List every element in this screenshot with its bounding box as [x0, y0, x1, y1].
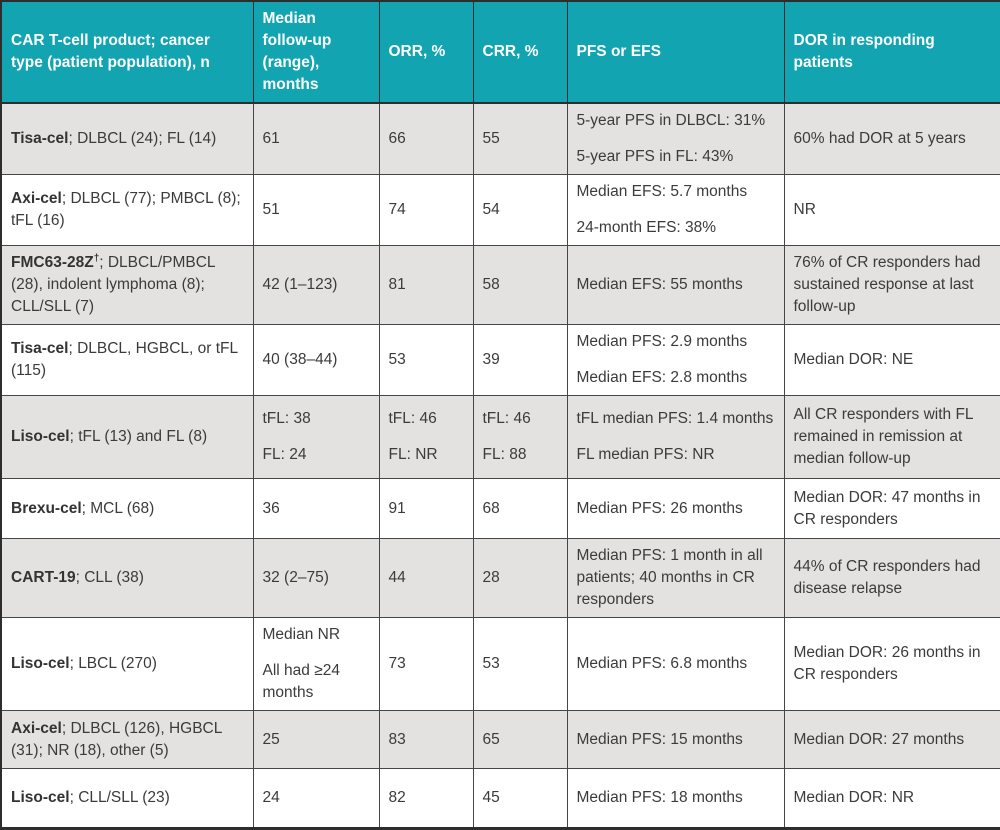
followup-cell: tFL: 38 FL: 24: [252, 395, 380, 479]
followup-cell: 36: [252, 478, 380, 539]
product-cell: Liso-cel; tFL (13) and FL (8): [0, 395, 254, 479]
crr-cell: 68: [472, 478, 568, 539]
orr-cell: tFL: 46 FL: NR: [378, 395, 474, 479]
column-header-product: CAR T-cell product; cancer type (patient…: [0, 0, 254, 104]
table-row: Liso-cel; LBCL (270) Median NR All had ≥24…: [0, 617, 1000, 711]
dor-cell: 76% of CR responders had sustained respo…: [783, 245, 1000, 325]
dor-cell: Median DOR: NR: [783, 768, 1000, 829]
product-cell: Brexu-cel; MCL (68): [0, 478, 254, 539]
crr-cell: 28: [472, 538, 568, 618]
product-name: Axi-cel: [11, 719, 62, 737]
crr-cell: 53: [472, 617, 568, 711]
crr-cell: 54: [472, 174, 568, 246]
column-header-followup: Median follow-up (range), months: [252, 0, 380, 104]
table-row: Tisa-cel; DLBCL, HGBCL, or tFL (115) 40 (…: [0, 324, 1000, 396]
followup-cell: 61: [252, 102, 380, 175]
product-name: Brexu-cel: [11, 499, 82, 517]
table-row: Liso-cel; CLL/SLL (23) 24 82 45 Median PFS: …: [0, 768, 1000, 829]
table-row: Liso-cel; tFL (13) and FL (8) tFL: 38 FL: …: [0, 395, 1000, 479]
table-header-row: CAR T-cell product; cancer type (patient…: [0, 0, 1000, 104]
table-row: Axi-cel; DLBCL (126), HGBCL (31); NR (18…: [0, 710, 1000, 769]
pfs-efs-cell: Median PFS: 26 months: [566, 478, 785, 539]
pfs-efs-cell: Median PFS: 18 months: [566, 768, 785, 829]
table-row: FMC63-28Z†; DLBCL/PMBCL (28), indolent l…: [0, 245, 1000, 325]
product-name: CART-19: [11, 569, 76, 586]
dor-cell: Median DOR: 47 months in CR responders: [783, 478, 1000, 539]
orr-cell: 83: [378, 710, 474, 769]
dor-cell: Median DOR: NE: [783, 324, 1000, 396]
product-cell: Axi-cel; DLBCL (77); PMBCL (8); tFL (16): [0, 174, 254, 246]
orr-cell: 82: [378, 768, 474, 829]
orr-cell: 73: [378, 617, 474, 711]
product-name: Liso-cel: [11, 789, 70, 806]
product-name: Liso-cel: [11, 428, 70, 445]
pfs-efs-cell: 5-year PFS in DLBCL: 31% 5-year PFS in FL…: [566, 102, 785, 175]
pfs-efs-cell: Median EFS: 5.7 months 24-month EFS: 38%: [566, 174, 785, 246]
table-row: CART-19; CLL (38) 32 (2–75) 44 28 Median PFS…: [0, 538, 1000, 618]
pfs-efs-cell: Median PFS: 15 months: [566, 710, 785, 769]
column-header-orr: ORR, %: [378, 0, 474, 104]
pfs-efs-cell: Median PFS: 2.9 months Median EFS: 2.8 mo…: [566, 324, 785, 396]
orr-cell: 44: [378, 538, 474, 618]
product-name: Axi-cel: [11, 190, 62, 207]
column-header-crr: CRR, %: [472, 0, 568, 104]
table-row: Brexu-cel; MCL (68) 36 91 68 Median PFS: 26 …: [0, 478, 1000, 539]
followup-cell: 32 (2–75): [252, 538, 380, 618]
orr-cell: 74: [378, 174, 474, 246]
pfs-efs-cell: Median PFS: 1 month in all patients; 40 …: [566, 538, 785, 618]
pfs-efs-cell: Median EFS: 55 months: [566, 245, 785, 325]
pfs-efs-cell: tFL median PFS: 1.4 months FL median PFS:…: [566, 395, 785, 479]
product-cell: Liso-cel; LBCL (270): [0, 617, 254, 711]
column-header-dor: DOR in responding patients: [783, 0, 1000, 104]
table-body: Tisa-cel; DLBCL (24); FL (14) 61 66 55 5-yea…: [0, 102, 1000, 829]
product-cell: Axi-cel; DLBCL (126), HGBCL (31); NR (18…: [0, 710, 254, 769]
product-cell: CART-19; CLL (38): [0, 538, 254, 618]
dor-cell: 44% of CR responders had disease relapse: [783, 538, 1000, 618]
followup-cell: 51: [252, 174, 380, 246]
followup-cell: 24: [252, 768, 380, 829]
crr-cell: tFL: 46 FL: 88: [472, 395, 568, 479]
product-cell: Tisa-cel; DLBCL, HGBCL, or tFL (115): [0, 324, 254, 396]
dor-cell: 60% had DOR at 5 years: [783, 102, 1000, 175]
table-row: Tisa-cel; DLBCL (24); FL (14) 61 66 55 5-yea…: [0, 102, 1000, 175]
crr-cell: 55: [472, 102, 568, 175]
crr-cell: 39: [472, 324, 568, 396]
crr-cell: 45: [472, 768, 568, 829]
product-name: Liso-cel: [11, 655, 70, 672]
orr-cell: 53: [378, 324, 474, 396]
dor-cell: All CR responders with FL remained in re…: [783, 395, 1000, 479]
orr-cell: 81: [378, 245, 474, 325]
dor-cell: Median DOR: 26 months in CR responders: [783, 617, 1000, 711]
dagger-footnote-marker: †: [93, 252, 100, 264]
followup-cell: Median NR All had ≥24 months: [252, 617, 380, 711]
product-name: Tisa-cel: [11, 340, 69, 357]
orr-cell: 91: [378, 478, 474, 539]
product-cell: Tisa-cel; DLBCL (24); FL (14): [0, 102, 254, 175]
product-name: FMC63-28Z†: [11, 252, 100, 271]
followup-cell: 40 (38–44): [252, 324, 380, 396]
crr-cell: 65: [472, 710, 568, 769]
table-row: Axi-cel; DLBCL (77); PMBCL (8); tFL (16)…: [0, 174, 1000, 246]
dor-cell: Median DOR: 27 months: [783, 710, 1000, 769]
followup-cell: 25: [252, 710, 380, 769]
product-name: Tisa-cel: [11, 130, 69, 147]
column-header-pfs-efs: PFS or EFS: [566, 0, 785, 104]
dor-cell: NR: [783, 174, 1000, 246]
product-cell: Liso-cel; CLL/SLL (23): [0, 768, 254, 829]
pfs-efs-cell: Median PFS: 6.8 months: [566, 617, 785, 711]
crr-cell: 58: [472, 245, 568, 325]
product-cell: FMC63-28Z†; DLBCL/PMBCL (28), indolent l…: [0, 245, 254, 325]
followup-cell: 42 (1–123): [252, 245, 380, 325]
orr-cell: 66: [378, 102, 474, 175]
